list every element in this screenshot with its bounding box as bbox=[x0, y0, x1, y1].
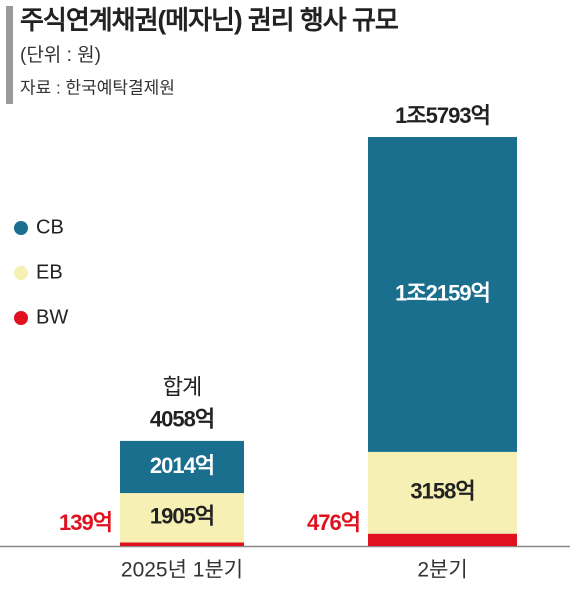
value-label: 139억 bbox=[59, 510, 112, 535]
bar-segment bbox=[120, 440, 244, 494]
legend-marker bbox=[14, 221, 28, 235]
total-label: 4058억 bbox=[150, 407, 214, 432]
bar-segment bbox=[368, 533, 517, 546]
legend-label: EB bbox=[36, 261, 63, 283]
bar-segment bbox=[368, 451, 517, 534]
chart-title: 주식연계채권(메자닌) 권리 행사 규모 bbox=[20, 5, 399, 35]
legend-label: BW bbox=[36, 306, 68, 328]
x-tick-label: 2분기 bbox=[417, 559, 467, 582]
title-accent bbox=[6, 6, 13, 104]
value-label: 1905억 bbox=[150, 504, 214, 529]
bar-segment bbox=[120, 542, 244, 546]
x-tick-label: 2025년 1분기 bbox=[121, 559, 243, 582]
value-label: 2014억 bbox=[150, 453, 214, 478]
legend-marker bbox=[14, 266, 28, 280]
bar-segment bbox=[120, 493, 244, 543]
value-label: 1조2159억 bbox=[395, 280, 490, 305]
total-label: 1조5793억 bbox=[395, 103, 490, 128]
value-label: 476억 bbox=[307, 510, 360, 535]
bar-segment bbox=[368, 137, 517, 452]
source: 자료 : 한국예탁결제원 bbox=[20, 78, 175, 97]
legend-marker bbox=[14, 311, 28, 325]
value-label: 3158억 bbox=[410, 479, 474, 504]
legend-label: CB bbox=[36, 216, 64, 238]
subtitle: (단위 : 원) bbox=[20, 44, 101, 66]
total-title: 합계 bbox=[163, 375, 201, 400]
